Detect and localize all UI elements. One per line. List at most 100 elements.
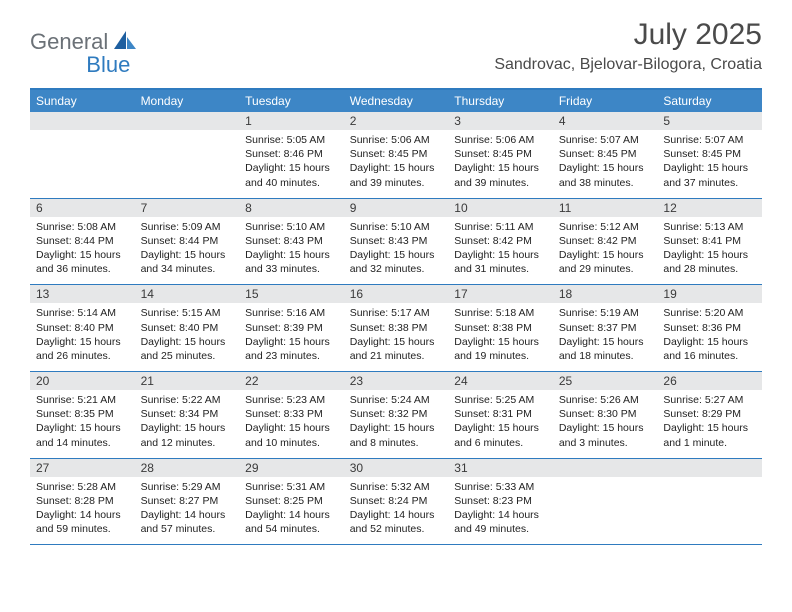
cell-body: Sunrise: 5:27 AMSunset: 8:29 PMDaylight:… xyxy=(657,390,762,450)
day-number: 7 xyxy=(135,199,240,217)
daylight-text: Daylight: 15 hours and 39 minutes. xyxy=(454,161,547,189)
sunrise-text: Sunrise: 5:11 AM xyxy=(454,220,547,234)
sunset-text: Sunset: 8:46 PM xyxy=(245,147,338,161)
calendar-cell: 8Sunrise: 5:10 AMSunset: 8:43 PMDaylight… xyxy=(239,199,344,285)
day-number: 29 xyxy=(239,459,344,477)
cell-body: Sunrise: 5:06 AMSunset: 8:45 PMDaylight:… xyxy=(448,130,553,190)
sunrise-text: Sunrise: 5:27 AM xyxy=(663,393,756,407)
cell-body: Sunrise: 5:20 AMSunset: 8:36 PMDaylight:… xyxy=(657,303,762,363)
sunset-text: Sunset: 8:42 PM xyxy=(454,234,547,248)
cell-body: Sunrise: 5:33 AMSunset: 8:23 PMDaylight:… xyxy=(448,477,553,537)
day-number: 9 xyxy=(344,199,449,217)
daylight-text: Daylight: 15 hours and 18 minutes. xyxy=(559,335,652,363)
sunrise-text: Sunrise: 5:32 AM xyxy=(350,480,443,494)
sunrise-text: Sunrise: 5:17 AM xyxy=(350,306,443,320)
sunrise-text: Sunrise: 5:15 AM xyxy=(141,306,234,320)
cell-body: Sunrise: 5:29 AMSunset: 8:27 PMDaylight:… xyxy=(135,477,240,537)
daylight-text: Daylight: 15 hours and 6 minutes. xyxy=(454,421,547,449)
day-number: 21 xyxy=(135,372,240,390)
day-number: 25 xyxy=(553,372,658,390)
daylight-text: Daylight: 15 hours and 37 minutes. xyxy=(663,161,756,189)
sunset-text: Sunset: 8:38 PM xyxy=(454,321,547,335)
daylight-text: Daylight: 14 hours and 54 minutes. xyxy=(245,508,338,536)
cell-body: Sunrise: 5:10 AMSunset: 8:43 PMDaylight:… xyxy=(239,217,344,277)
day-number: 12 xyxy=(657,199,762,217)
daylight-text: Daylight: 15 hours and 12 minutes. xyxy=(141,421,234,449)
sunrise-text: Sunrise: 5:16 AM xyxy=(245,306,338,320)
cell-body: Sunrise: 5:08 AMSunset: 8:44 PMDaylight:… xyxy=(30,217,135,277)
cell-body: Sunrise: 5:32 AMSunset: 8:24 PMDaylight:… xyxy=(344,477,449,537)
calendar-cell: 22Sunrise: 5:23 AMSunset: 8:33 PMDayligh… xyxy=(239,372,344,458)
sunset-text: Sunset: 8:33 PM xyxy=(245,407,338,421)
calendar-cell: 4Sunrise: 5:07 AMSunset: 8:45 PMDaylight… xyxy=(553,112,658,198)
day-number: 23 xyxy=(344,372,449,390)
daylight-text: Daylight: 15 hours and 10 minutes. xyxy=(245,421,338,449)
daylight-text: Daylight: 15 hours and 16 minutes. xyxy=(663,335,756,363)
calendar-cell: 1 Sunrise: 5:05 AMSunset: 8:46 PMDaylight… xyxy=(239,112,344,198)
calendar-cell: 11Sunrise: 5:12 AMSunset: 8:42 PMDayligh… xyxy=(553,199,658,285)
daylight-text: Daylight: 15 hours and 31 minutes. xyxy=(454,248,547,276)
calendar-cell: 9Sunrise: 5:10 AMSunset: 8:43 PMDaylight… xyxy=(344,199,449,285)
daylight-text: Daylight: 15 hours and 33 minutes. xyxy=(245,248,338,276)
day-number: 26 xyxy=(657,372,762,390)
sunrise-text: Sunrise: 5:07 AM xyxy=(663,133,756,147)
sunset-text: Sunset: 8:43 PM xyxy=(245,234,338,248)
calendar-cell: 3Sunrise: 5:06 AMSunset: 8:45 PMDaylight… xyxy=(448,112,553,198)
cell-body: Sunrise: 5:16 AMSunset: 8:39 PMDaylight:… xyxy=(239,303,344,363)
day-number: 27 xyxy=(30,459,135,477)
calendar-cell: 31Sunrise: 5:33 AMSunset: 8:23 PMDayligh… xyxy=(448,459,553,545)
sunset-text: Sunset: 8:45 PM xyxy=(663,147,756,161)
day-number: 1 xyxy=(239,112,344,130)
calendar-cell: 13Sunrise: 5:14 AMSunset: 8:40 PMDayligh… xyxy=(30,285,135,371)
daylight-text: Daylight: 15 hours and 29 minutes. xyxy=(559,248,652,276)
day-number: 28 xyxy=(135,459,240,477)
daylight-text: Daylight: 15 hours and 28 minutes. xyxy=(663,248,756,276)
day-number: 31 xyxy=(448,459,553,477)
sunset-text: Sunset: 8:34 PM xyxy=(141,407,234,421)
sunset-text: Sunset: 8:45 PM xyxy=(350,147,443,161)
sunrise-text: Sunrise: 5:05 AM xyxy=(245,133,338,147)
daylight-text: Daylight: 15 hours and 25 minutes. xyxy=(141,335,234,363)
daylight-text: Daylight: 15 hours and 40 minutes. xyxy=(245,161,338,189)
sunset-text: Sunset: 8:40 PM xyxy=(36,321,129,335)
calendar-cell: 16Sunrise: 5:17 AMSunset: 8:38 PMDayligh… xyxy=(344,285,449,371)
sunset-text: Sunset: 8:28 PM xyxy=(36,494,129,508)
calendar-cell: 14Sunrise: 5:15 AMSunset: 8:40 PMDayligh… xyxy=(135,285,240,371)
cell-body: Sunrise: 5:06 AMSunset: 8:45 PMDaylight:… xyxy=(344,130,449,190)
sunrise-text: Sunrise: 5:21 AM xyxy=(36,393,129,407)
day-header: Wednesday xyxy=(344,90,449,112)
daylight-text: Daylight: 15 hours and 21 minutes. xyxy=(350,335,443,363)
sunset-text: Sunset: 8:30 PM xyxy=(559,407,652,421)
day-number: 30 xyxy=(344,459,449,477)
cell-body: Sunrise: 5:24 AMSunset: 8:32 PMDaylight:… xyxy=(344,390,449,450)
calendar-cell xyxy=(135,112,240,198)
daylight-text: Daylight: 15 hours and 26 minutes. xyxy=(36,335,129,363)
daylight-text: Daylight: 15 hours and 38 minutes. xyxy=(559,161,652,189)
sunrise-text: Sunrise: 5:31 AM xyxy=(245,480,338,494)
sunset-text: Sunset: 8:44 PM xyxy=(141,234,234,248)
title-block: July 2025 Sandrovac, Bjelovar-Bilogora, … xyxy=(494,18,762,74)
day-header: Friday xyxy=(553,90,658,112)
sunset-text: Sunset: 8:42 PM xyxy=(559,234,652,248)
sunrise-text: Sunrise: 5:33 AM xyxy=(454,480,547,494)
cell-body: Sunrise: 5:07 AMSunset: 8:45 PMDaylight:… xyxy=(553,130,658,190)
day-number: 13 xyxy=(30,285,135,303)
daylight-text: Daylight: 14 hours and 52 minutes. xyxy=(350,508,443,536)
sunrise-text: Sunrise: 5:13 AM xyxy=(663,220,756,234)
day-number: 5 xyxy=(657,112,762,130)
sunset-text: Sunset: 8:24 PM xyxy=(350,494,443,508)
sunrise-text: Sunrise: 5:25 AM xyxy=(454,393,547,407)
calendar-cell: 2Sunrise: 5:06 AMSunset: 8:45 PMDaylight… xyxy=(344,112,449,198)
cell-body: Sunrise: 5:17 AMSunset: 8:38 PMDaylight:… xyxy=(344,303,449,363)
day-number xyxy=(553,459,658,477)
day-number: 16 xyxy=(344,285,449,303)
cell-body: Sunrise: 5:25 AMSunset: 8:31 PMDaylight:… xyxy=(448,390,553,450)
sunset-text: Sunset: 8:37 PM xyxy=(559,321,652,335)
day-number: 8 xyxy=(239,199,344,217)
sunset-text: Sunset: 8:43 PM xyxy=(350,234,443,248)
sunset-text: Sunset: 8:29 PM xyxy=(663,407,756,421)
daylight-text: Daylight: 15 hours and 3 minutes. xyxy=(559,421,652,449)
day-number xyxy=(135,112,240,130)
day-number: 15 xyxy=(239,285,344,303)
sunrise-text: Sunrise: 5:06 AM xyxy=(350,133,443,147)
